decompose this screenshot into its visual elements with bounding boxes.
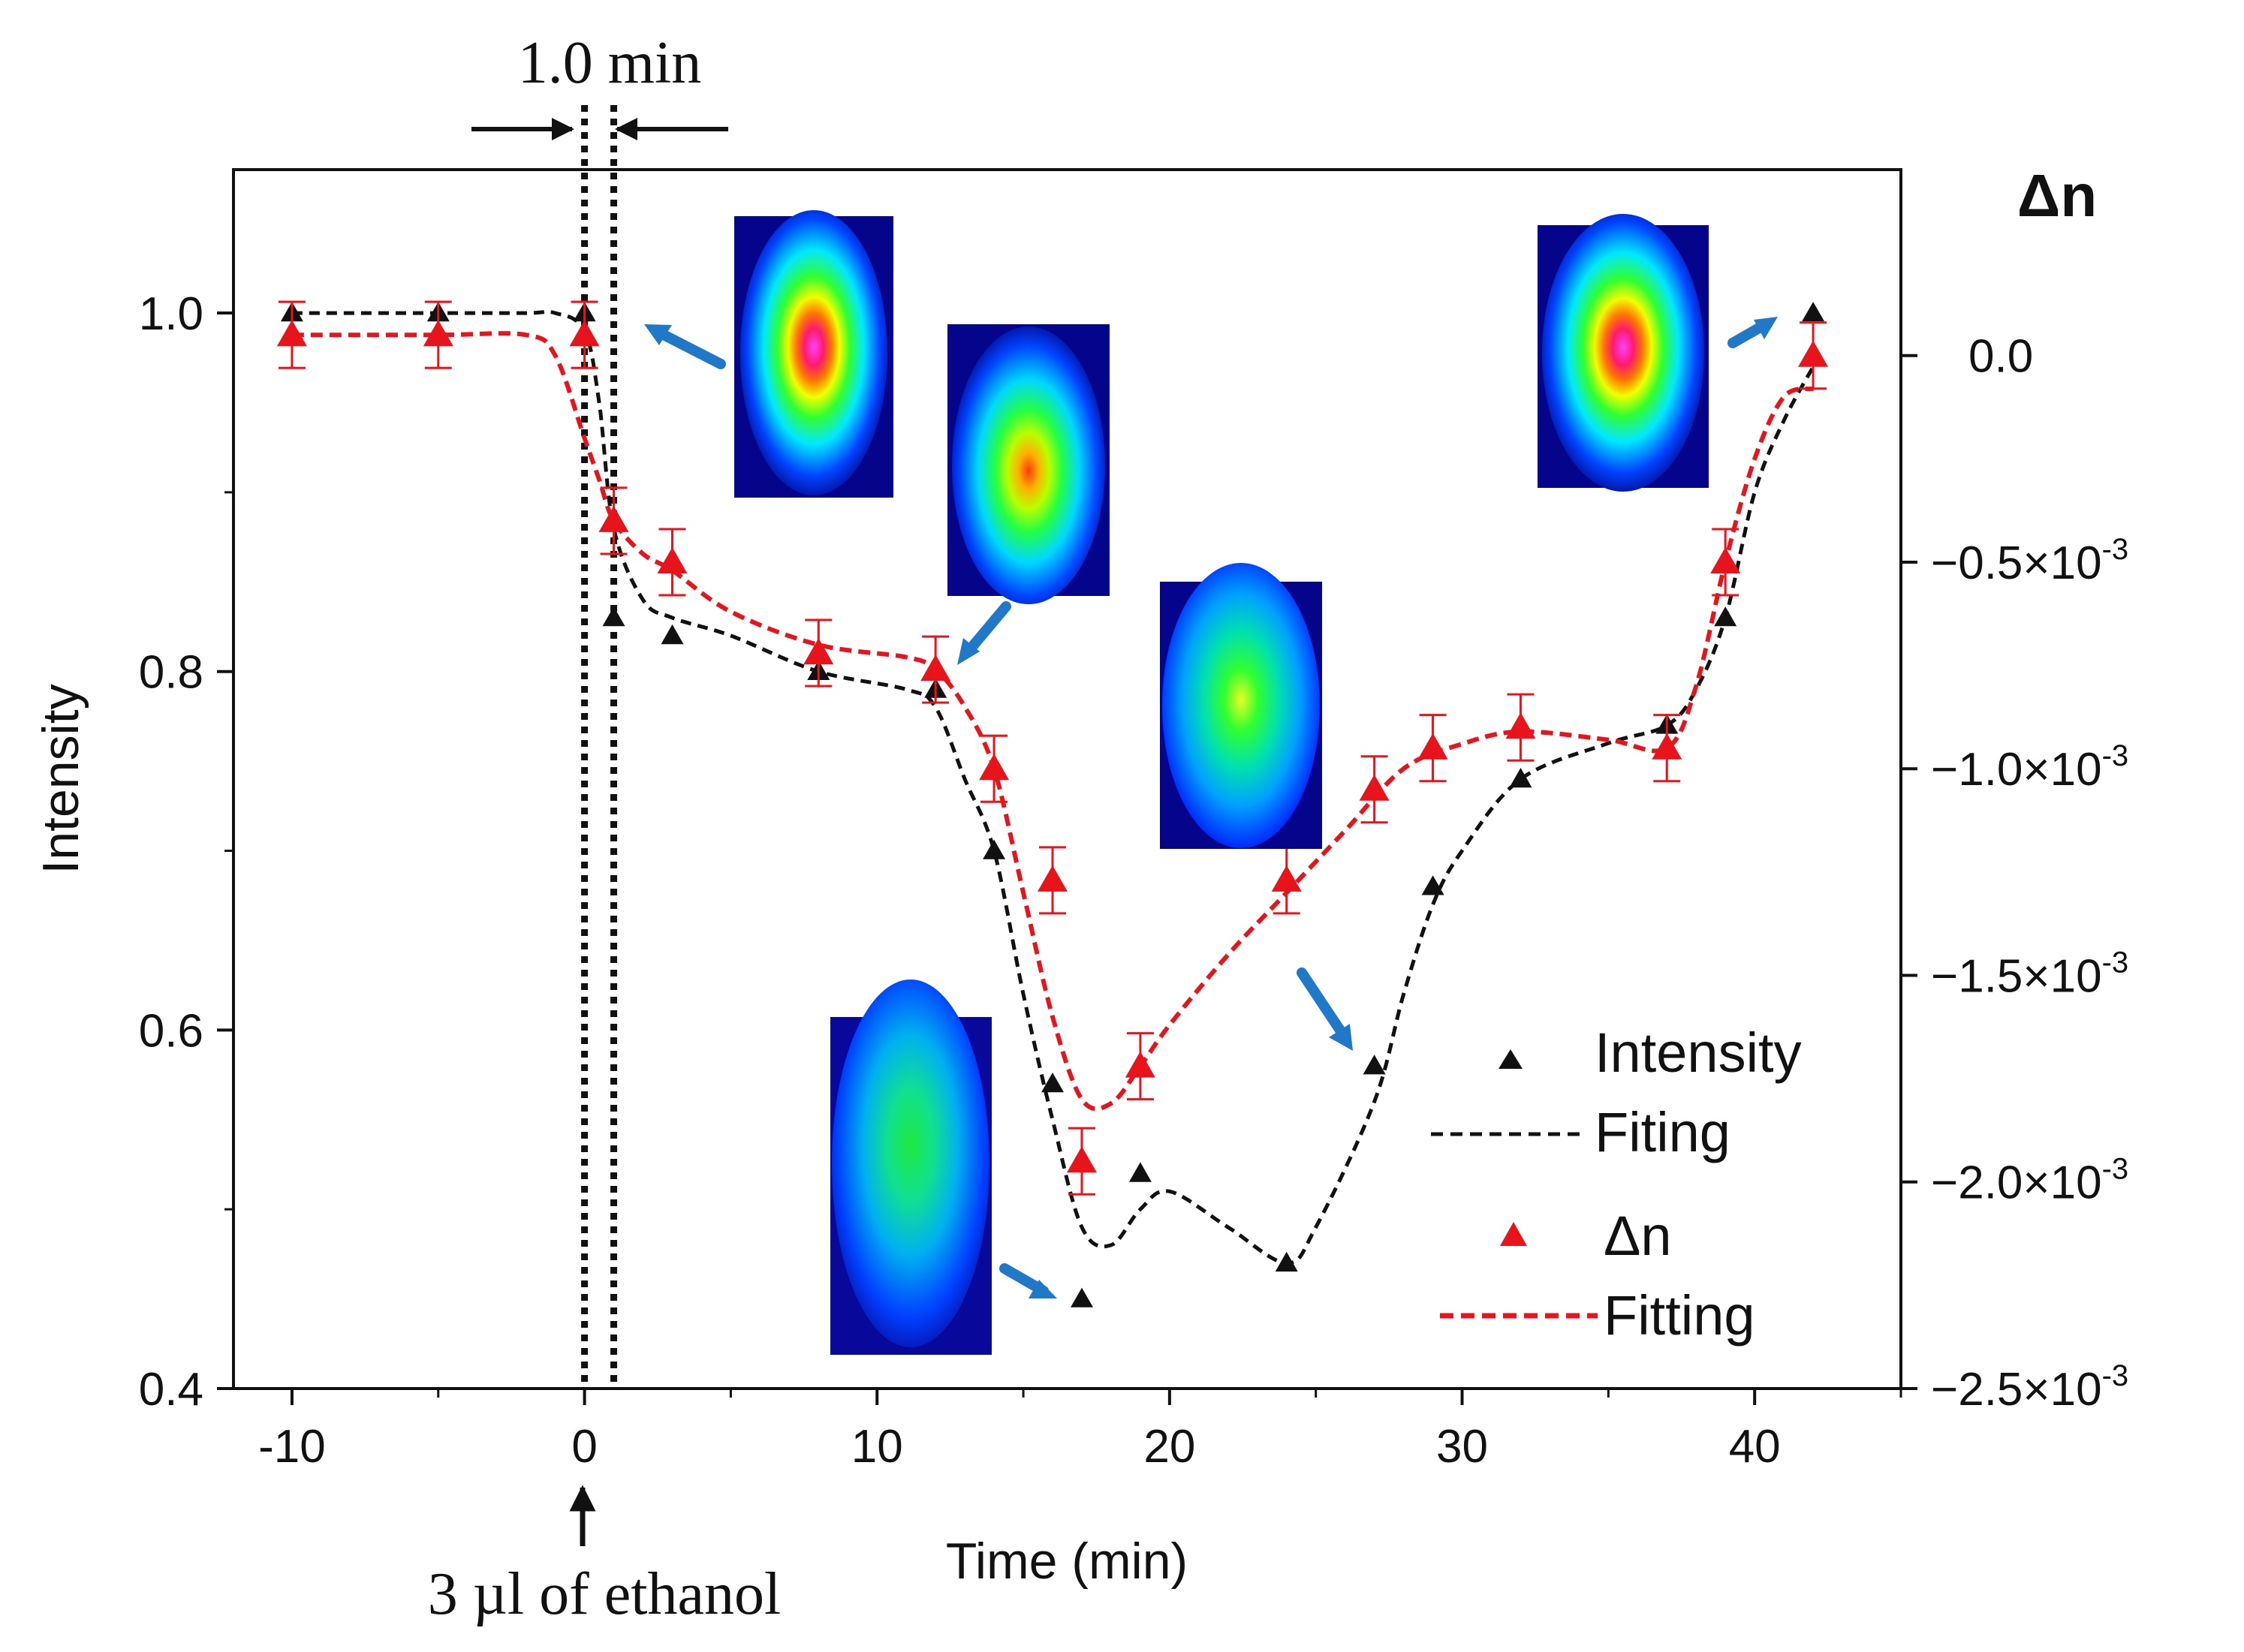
data-point: [569, 320, 600, 347]
y2-tick-label: −2.0×10-3: [1931, 1153, 2128, 1209]
data-point: [1505, 712, 1536, 739]
data-point: [602, 606, 625, 627]
blue-arrow-icon: [999, 1263, 1057, 1298]
beam-profile-t42: [1538, 214, 1709, 492]
legend-marker-delta-n: [1500, 1222, 1527, 1246]
y2-axis-title: Δn: [2017, 162, 2097, 229]
data-point: [983, 839, 1006, 859]
data-point: [1802, 302, 1825, 322]
x-tick-label: -10: [258, 1421, 326, 1473]
y-tick-label: 1.0: [139, 288, 203, 340]
data-point: [1067, 1146, 1097, 1173]
x-axis: -10 0 10 20 30 40: [258, 1389, 1902, 1473]
data-point: [1421, 875, 1444, 895]
injection-annotation: 3 µl of ethanol: [428, 1485, 781, 1627]
legend-label: Intensity: [1595, 1022, 1802, 1084]
data-point: [1038, 865, 1068, 892]
y-tick-label: 0.6: [139, 1005, 203, 1057]
data-point: [1652, 733, 1682, 760]
data-point: [803, 638, 834, 665]
legend-entry-fiting: Fiting: [1431, 1101, 1730, 1163]
data-point: [423, 320, 453, 347]
x-tick-label: 20: [1143, 1421, 1195, 1473]
y2-tick-label: −2.5×10-3: [1931, 1359, 2128, 1416]
y2-tick-label: −0.5×10-3: [1931, 533, 2128, 589]
x-tick-label: 0: [571, 1421, 597, 1473]
x-tick-label: 40: [1729, 1421, 1781, 1473]
interval-annotation: 1.0 min: [471, 30, 728, 140]
pointer-arrows: [644, 317, 1778, 1298]
y-tick-label: 0.4: [139, 1364, 203, 1416]
blue-arrow-icon: [1297, 967, 1353, 1051]
data-point: [1041, 1073, 1064, 1093]
data-point: [1359, 774, 1390, 801]
y2-tick-label: 0.0: [1968, 331, 2033, 383]
legend: Intensity Fiting Δn Fitting: [1431, 1022, 1802, 1347]
y2-tick-label: −1.5×10-3: [1931, 946, 2128, 1002]
legend-entry-delta-n: Δn: [1500, 1205, 1672, 1267]
y2-tick-label: −1.0×10-3: [1931, 739, 2128, 796]
y-axis-left: 0.4 0.6 0.8 1.0: [139, 288, 233, 1416]
data-point: [598, 505, 629, 532]
legend-marker-intensity: [1499, 1049, 1523, 1069]
plot-frame: [232, 168, 1902, 1390]
data-point: [1271, 865, 1302, 892]
series-line-fitting: [291, 331, 1814, 1112]
blue-arrow-icon: [644, 324, 726, 369]
y-axis-title: Intensity: [32, 684, 89, 874]
legend-label: Fiting: [1595, 1101, 1730, 1163]
interval-label: 1.0 min: [518, 30, 701, 96]
beam-profile-t0: [734, 210, 893, 498]
legend-entry-fitting: Fitting: [1440, 1284, 1755, 1347]
legend-label: Fitting: [1604, 1284, 1755, 1347]
data-point: [661, 624, 684, 645]
legend-label: Δn: [1604, 1205, 1672, 1267]
beam-profile-t12: [947, 324, 1110, 604]
data-point: [1798, 340, 1829, 367]
data-point: [1363, 1055, 1386, 1075]
x-tick-label: 10: [851, 1421, 903, 1473]
blue-arrow-icon: [1727, 317, 1778, 348]
x-tick-label: 30: [1436, 1421, 1488, 1473]
data-point: [657, 547, 688, 573]
x-axis-title: Time (min): [946, 1533, 1188, 1590]
inset-images: [734, 210, 1709, 1355]
series-layer: [276, 105, 1829, 1389]
y-tick-label: 0.8: [139, 647, 203, 699]
blue-arrow-icon: [957, 601, 1011, 665]
series-line-fiting: [291, 309, 1815, 1265]
beam-profile-t17: [830, 979, 992, 1355]
beam-profile-t27: [1160, 563, 1322, 849]
data-point: [1128, 1162, 1152, 1182]
data-point: [1071, 1287, 1093, 1307]
y-axis-right: 0.0 −0.5×10-3 −1.0×10-3 −1.5×10-3 −2.0×10-3 −…: [1901, 331, 2128, 1416]
legend-entry-intensity: Intensity: [1499, 1022, 1802, 1084]
injection-label: 3 µl of ethanol: [428, 1561, 781, 1627]
